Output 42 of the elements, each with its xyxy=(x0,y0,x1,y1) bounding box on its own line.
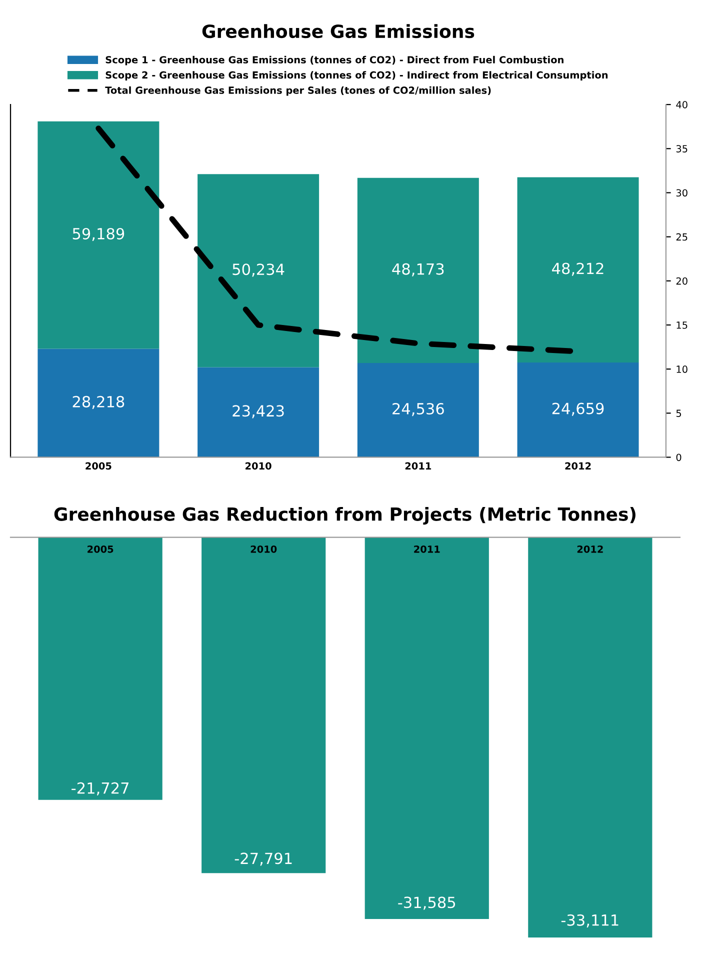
bar xyxy=(198,174,320,368)
x-tick-label: 2012 xyxy=(565,462,591,470)
data-label: 48,173 xyxy=(392,263,444,276)
chart-title: Greenhouse Gas Emissions xyxy=(202,24,474,38)
y2-tick-label: 0 xyxy=(676,454,682,462)
x-tick-label: 2005 xyxy=(88,545,114,553)
legend-label: Scope 2 - Greenhouse Gas Emissions (tonnes of CO2) - Indirect from Electrical Consumption xyxy=(106,71,608,81)
y2-tick-label: 15 xyxy=(676,322,688,329)
data-label: -21,727 xyxy=(72,782,128,796)
x-tick-label: 2005 xyxy=(86,462,112,470)
data-label: 59,189 xyxy=(72,228,124,242)
x-tick-label: 2010 xyxy=(250,545,277,553)
bar xyxy=(198,367,320,458)
data-label: 48,212 xyxy=(552,262,604,276)
data-label: -33,111 xyxy=(561,914,618,928)
bar xyxy=(38,348,160,458)
legend-label: Scope 1 - Greenhouse Gas Emissions (tonnes of CO2) - Direct from Fuel Combustion xyxy=(106,56,564,66)
x-tick-label: 2012 xyxy=(577,545,603,553)
x-tick-label: 2011 xyxy=(405,462,432,470)
legend-label: Total Greenhouse Gas Emissions per Sales (tones of CO2/million sales) xyxy=(105,86,491,96)
bar xyxy=(517,177,639,362)
data-label: -31,585 xyxy=(398,896,456,910)
y2-tick-label: 25 xyxy=(676,233,688,241)
bar xyxy=(357,178,479,363)
data-label: 24,536 xyxy=(392,402,444,416)
chart-title: Greenhouse Gas Reduction from Projects (Metric Tonnes) xyxy=(54,506,636,525)
data-label: 50,234 xyxy=(232,264,284,277)
y2-tick-label: 30 xyxy=(676,189,688,197)
data-label: -27,791 xyxy=(234,852,292,866)
y2-tick-label: 5 xyxy=(676,410,682,417)
y2-tick-label: 35 xyxy=(676,145,688,152)
y2-tick-label: 10 xyxy=(676,366,688,373)
bar xyxy=(517,362,639,458)
bar xyxy=(38,121,160,349)
data-label: 28,218 xyxy=(72,396,124,410)
x-tick-label: 2010 xyxy=(246,462,272,470)
data-label: 23,423 xyxy=(232,405,284,418)
x-tick-label: 2011 xyxy=(414,545,440,553)
y2-tick-label: 20 xyxy=(676,277,688,285)
data-label: 24,659 xyxy=(552,402,604,416)
y2-tick-label: 40 xyxy=(676,101,688,108)
bar xyxy=(357,362,479,458)
